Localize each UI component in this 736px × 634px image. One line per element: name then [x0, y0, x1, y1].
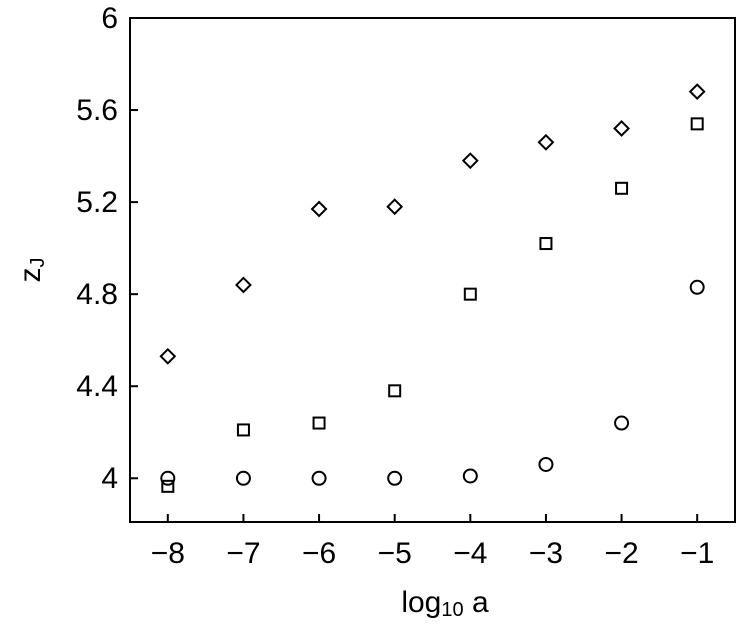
- x-tick-label: −2: [604, 537, 638, 570]
- circle-marker: [160, 470, 176, 486]
- diamond-marker: [461, 152, 479, 170]
- circle-marker: [387, 470, 403, 486]
- x-label-sub: 10: [441, 599, 463, 621]
- square-marker: [236, 423, 250, 437]
- square-marker: [388, 384, 402, 398]
- circle-marker: [311, 470, 327, 486]
- diamond-marker: [386, 198, 404, 216]
- diamond-marker: [310, 200, 328, 218]
- diamond-marker: [537, 133, 555, 151]
- x-tick-label: −3: [529, 537, 563, 570]
- y-label-main: z: [14, 268, 47, 283]
- diamond-marker: [613, 120, 630, 137]
- x-tick-label: −6: [302, 537, 336, 570]
- square-marker: [690, 117, 704, 131]
- y-tick-label: 6: [101, 2, 118, 35]
- diamond-marker: [159, 347, 177, 365]
- x-tick-label: −7: [226, 537, 260, 570]
- x-tick-label: −5: [378, 537, 412, 570]
- plot-frame: [129, 17, 736, 523]
- x-tick-label: −8: [151, 537, 185, 570]
- square-marker: [463, 287, 477, 301]
- x-tick-label: −1: [680, 537, 714, 570]
- y-axis-label: zJ: [14, 258, 49, 283]
- circle-marker: [235, 470, 251, 486]
- y-tick-label: 4.4: [76, 370, 118, 403]
- square-marker: [161, 479, 175, 493]
- x-label-rest: a: [464, 586, 489, 619]
- square-marker: [312, 416, 326, 430]
- y-label-sub: J: [27, 258, 49, 268]
- diamond-marker: [688, 83, 706, 101]
- square-marker: [539, 237, 553, 251]
- circle-marker: [689, 279, 705, 295]
- y-tick-label: 4.8: [76, 278, 118, 311]
- circle-marker: [538, 456, 554, 472]
- y-tick-label: 5.2: [76, 186, 118, 219]
- x-tick-label: −4: [453, 537, 487, 570]
- circle-marker: [614, 415, 630, 431]
- y-tick-label: 4: [101, 462, 118, 495]
- diamond-marker: [235, 276, 252, 294]
- x-axis-label: log10 a: [401, 586, 489, 621]
- square-marker: [615, 181, 629, 195]
- circle-marker: [462, 468, 478, 484]
- x-label-main: log: [401, 586, 441, 619]
- y-tick-label: 5.6: [76, 94, 118, 127]
